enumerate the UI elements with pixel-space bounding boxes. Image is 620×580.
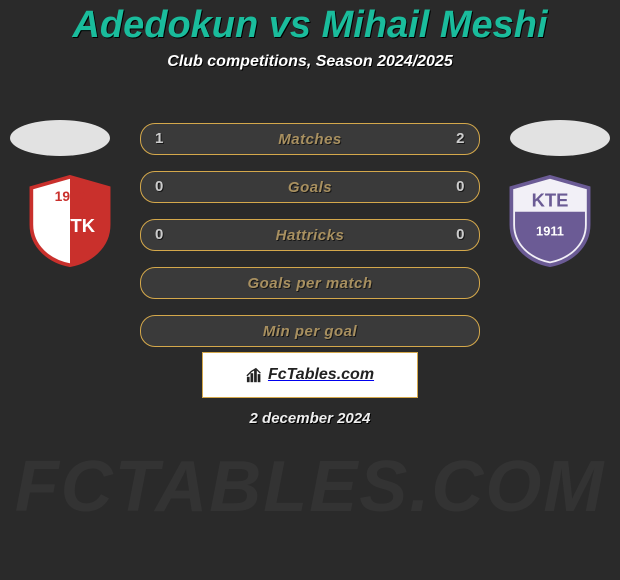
branding-link[interactable]: FcTables.com (202, 352, 418, 398)
stat-row-matches: 1 Matches 2 (140, 123, 480, 155)
kte-crest-icon: KTE 1911 (504, 175, 596, 267)
crest-right-name: KTE (532, 189, 569, 210)
subtitle: Club competitions, Season 2024/2025 (0, 53, 620, 71)
stat-hattricks-left: 0 (155, 220, 164, 250)
stat-matches-right: 2 (456, 124, 465, 154)
player-left-head-placeholder (10, 120, 110, 156)
stat-matches-label: Matches (278, 131, 342, 148)
stat-row-gpm: Goals per match (140, 267, 480, 299)
bar-chart-icon (246, 366, 264, 384)
dvtk-crest-icon: 1910 DVTK (24, 175, 116, 267)
player-right-head-placeholder (510, 120, 610, 156)
stat-hattricks-label: Hattricks (276, 227, 345, 244)
date-text: 2 december 2024 (0, 410, 620, 427)
title-text: Adedokun vs Mihail Meshi (72, 4, 547, 46)
page-title: Adedokun vs Mihail Meshi (0, 0, 620, 47)
stat-gpm-label: Goals per match (247, 275, 372, 292)
stat-row-goals: 0 Goals 0 (140, 171, 480, 203)
stat-goals-label: Goals (288, 179, 332, 196)
crest-left-name: DVTK (45, 215, 96, 236)
team-left-crest: 1910 DVTK (24, 175, 116, 267)
stat-row-mpg: Min per goal (140, 315, 480, 347)
stat-goals-right: 0 (456, 172, 465, 202)
stats-panel: 1 Matches 2 0 Goals 0 0 Hattricks 0 Goal… (140, 123, 480, 363)
watermark: FCTABLES.COM (0, 446, 620, 528)
stat-hattricks-right: 0 (456, 220, 465, 250)
stat-row-hattricks: 0 Hattricks 0 (140, 219, 480, 251)
stat-goals-left: 0 (155, 172, 164, 202)
team-right-crest: KTE 1911 (504, 175, 596, 267)
stat-mpg-label: Min per goal (263, 323, 357, 340)
stat-matches-left: 1 (155, 124, 164, 154)
crest-right-year: 1911 (536, 224, 564, 239)
crest-left-year: 1910 (55, 189, 86, 204)
branding-text: FcTables.com (268, 366, 374, 384)
